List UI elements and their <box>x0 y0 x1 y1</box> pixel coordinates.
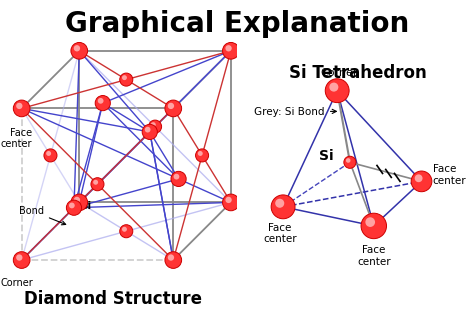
Circle shape <box>120 225 133 238</box>
Circle shape <box>91 178 104 191</box>
Circle shape <box>74 197 80 203</box>
Text: Grey: Si Bond: Grey: Si Bond <box>255 107 337 116</box>
Circle shape <box>415 174 422 182</box>
Circle shape <box>142 124 157 140</box>
Circle shape <box>196 149 209 162</box>
Circle shape <box>16 254 22 261</box>
Text: Si: Si <box>80 201 91 211</box>
Circle shape <box>344 156 356 168</box>
Text: Corner: Corner <box>1 278 34 288</box>
Circle shape <box>71 194 88 211</box>
Circle shape <box>411 171 432 192</box>
Circle shape <box>95 96 110 111</box>
Circle shape <box>223 194 239 211</box>
Circle shape <box>122 75 127 80</box>
Circle shape <box>93 180 98 185</box>
Circle shape <box>346 158 350 163</box>
Circle shape <box>16 103 22 109</box>
Circle shape <box>120 73 133 86</box>
Circle shape <box>13 252 30 268</box>
Text: Face
center: Face center <box>1 128 32 149</box>
Circle shape <box>145 127 151 133</box>
Text: Graphical Explanation: Graphical Explanation <box>65 10 409 38</box>
Circle shape <box>98 98 103 104</box>
Circle shape <box>165 100 182 117</box>
Circle shape <box>71 42 88 59</box>
Circle shape <box>69 202 75 208</box>
Circle shape <box>198 151 203 156</box>
Circle shape <box>271 195 295 219</box>
Circle shape <box>361 213 386 239</box>
Text: Face
center: Face center <box>357 245 391 267</box>
Text: Bond: Bond <box>19 206 66 225</box>
Circle shape <box>168 103 174 109</box>
Circle shape <box>168 254 174 261</box>
Circle shape <box>165 252 182 268</box>
Circle shape <box>275 199 284 208</box>
Circle shape <box>46 151 51 156</box>
Circle shape <box>325 79 349 103</box>
Circle shape <box>122 227 127 232</box>
Circle shape <box>226 45 232 52</box>
Text: Diamond Structure: Diamond Structure <box>24 290 201 308</box>
Circle shape <box>171 171 186 186</box>
Text: Face
center: Face center <box>433 164 466 186</box>
Text: Face
center: Face center <box>263 223 297 244</box>
Text: Corner: Corner <box>320 68 357 78</box>
Text: Si: Si <box>319 149 334 163</box>
Circle shape <box>365 217 375 227</box>
Circle shape <box>329 82 338 92</box>
Circle shape <box>13 100 30 117</box>
Circle shape <box>151 122 156 127</box>
Circle shape <box>148 120 162 133</box>
Circle shape <box>66 200 82 215</box>
Circle shape <box>173 174 179 180</box>
Circle shape <box>74 45 80 52</box>
Circle shape <box>226 197 232 203</box>
Circle shape <box>223 42 239 59</box>
Text: Si Tetrahedron: Si Tetrahedron <box>289 64 427 82</box>
Circle shape <box>44 149 57 162</box>
